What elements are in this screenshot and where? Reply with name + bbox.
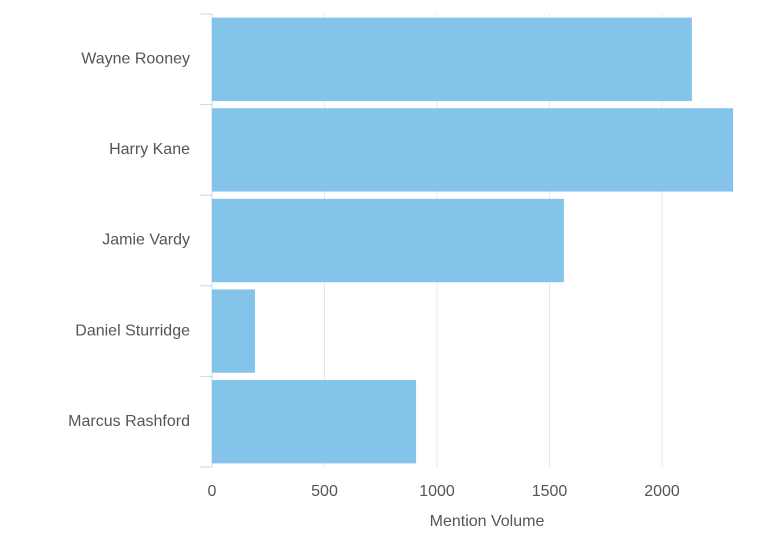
y-tick-label: Jamie Vardy (102, 232, 190, 249)
y-tick-label: Wayne Rooney (81, 51, 190, 68)
bar (212, 380, 417, 464)
y-tick-label: Marcus Rashford (68, 413, 190, 430)
bar (212, 17, 692, 101)
bar (212, 289, 255, 373)
x-tick-label: 1000 (419, 483, 455, 500)
y-tick-label: Harry Kane (109, 141, 190, 158)
bar (212, 108, 734, 192)
x-axis-title: Mention Volume (430, 513, 545, 530)
x-tick-label: 1500 (532, 483, 568, 500)
y-tick-label: Daniel Sturridge (75, 322, 190, 339)
x-tick-label: 500 (311, 483, 338, 500)
bar (212, 198, 564, 283)
x-tick-label: 0 (208, 483, 217, 500)
x-tick-label: 2000 (644, 483, 680, 500)
